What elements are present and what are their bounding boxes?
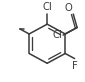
Text: Cl: Cl [53,31,62,41]
Text: Cl: Cl [42,2,52,12]
Text: O: O [65,3,73,13]
Text: F: F [72,61,78,71]
